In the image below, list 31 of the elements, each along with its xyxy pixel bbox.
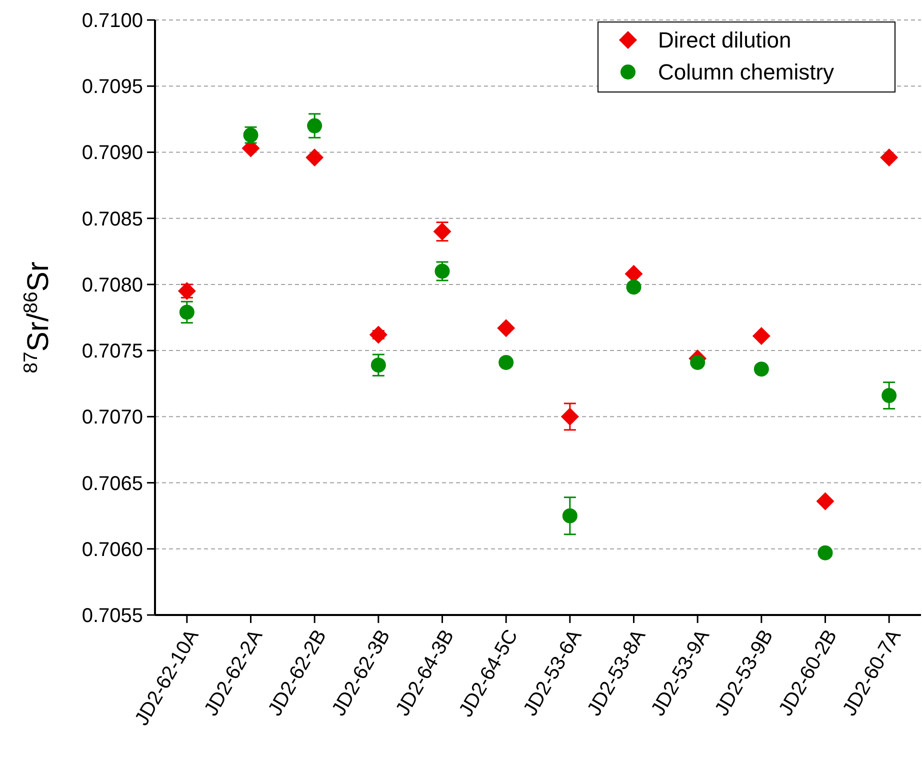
point bbox=[880, 148, 898, 167]
point bbox=[752, 327, 770, 346]
legend-label: Column chemistry bbox=[658, 60, 834, 85]
y-tick-label: 0.7060 bbox=[82, 538, 143, 561]
point bbox=[560, 408, 579, 426]
point bbox=[498, 354, 514, 370]
point bbox=[307, 118, 322, 134]
legend-label: Direct dilution bbox=[658, 28, 792, 53]
point bbox=[306, 148, 324, 167]
y-tick-label: 0.7100 bbox=[82, 10, 143, 32]
y-tick-label: 0.7080 bbox=[82, 274, 143, 296]
y-tick-label: 0.7085 bbox=[82, 208, 143, 230]
point bbox=[690, 354, 706, 370]
point bbox=[370, 358, 386, 373]
y-tick-label: 0.7075 bbox=[82, 340, 143, 363]
point bbox=[369, 326, 388, 344]
point bbox=[497, 319, 516, 338]
point bbox=[179, 304, 194, 320]
y-tick-label: 0.7095 bbox=[82, 76, 143, 98]
y-tick-label: 0.7065 bbox=[82, 472, 143, 495]
point bbox=[754, 362, 769, 377]
point bbox=[816, 492, 834, 510]
point bbox=[434, 264, 450, 279]
y-tick-label: 0.7090 bbox=[82, 142, 143, 164]
point bbox=[626, 280, 642, 295]
point bbox=[882, 388, 897, 404]
y-tick-label: 0.7070 bbox=[82, 406, 143, 429]
point bbox=[433, 222, 452, 241]
y-tick-label: 0.7055 bbox=[82, 605, 143, 627]
point bbox=[562, 508, 578, 524]
point bbox=[818, 545, 833, 560]
